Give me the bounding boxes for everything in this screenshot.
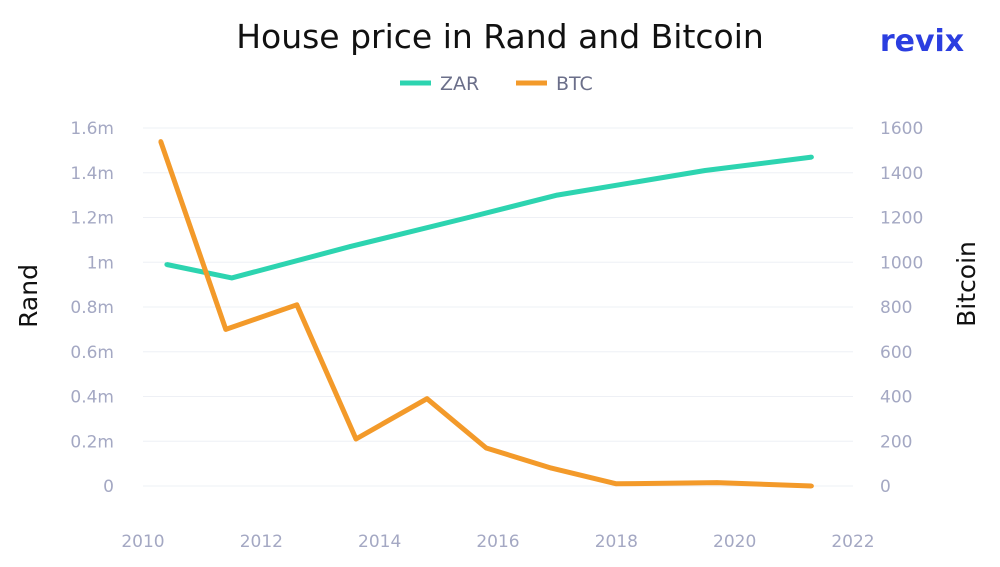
right-tick-label: 600 <box>880 343 912 363</box>
left-tick-label: 0.6m <box>70 343 114 363</box>
x-tick-label: 2020 <box>713 532 756 552</box>
x-tick-label: 2014 <box>358 532 401 552</box>
data-point-btc <box>353 436 359 442</box>
data-point-zar <box>809 154 814 160</box>
data-point-btc <box>294 302 300 308</box>
brand-logo: revix <box>880 24 964 59</box>
data-point-zar <box>554 192 560 198</box>
right-tick-label: 400 <box>880 388 912 408</box>
right-axis-title: Bitcoin <box>952 241 981 327</box>
chart-title: House price in Rand and Bitcoin <box>236 17 764 56</box>
left-tick-label: 1m <box>87 253 114 273</box>
right-axis-ticks: 0 200 400 600 800 1000 1200 1400 1600 <box>880 119 923 497</box>
right-tick-label: 0 <box>880 477 891 497</box>
data-point-zar <box>466 215 471 220</box>
data-point-btc <box>809 483 814 489</box>
legend-label-zar: ZAR <box>440 73 479 95</box>
x-tick-label: 2010 <box>121 532 164 552</box>
left-tick-label: 1.6m <box>70 119 114 139</box>
data-point-btc <box>548 465 554 471</box>
x-tick-label: 2018 <box>595 532 638 552</box>
right-tick-label: 800 <box>880 298 912 318</box>
right-tick-label: 1200 <box>880 209 923 229</box>
x-tick-label: 2022 <box>831 532 874 552</box>
left-tick-label: 1.4m <box>70 164 114 184</box>
data-point-zar <box>347 244 353 249</box>
data-point-zar <box>229 275 235 281</box>
grid-lines <box>143 127 853 487</box>
left-tick-label: 0.8m <box>70 298 114 318</box>
right-tick-label: 1600 <box>880 119 923 139</box>
left-axis-title: Rand <box>14 264 43 328</box>
data-point-btc <box>483 445 489 451</box>
x-tick-label: 2012 <box>240 532 283 552</box>
left-tick-label: 0.4m <box>70 388 114 408</box>
left-axis-ticks: 0 0.2m 0.4m 0.6m 0.8m 1m 1.2m 1.4m 1.6m <box>70 119 114 497</box>
x-axis-ticks: 2010 2012 2014 2016 2018 2020 2022 <box>121 532 874 552</box>
left-tick-label: 0.2m <box>70 432 114 452</box>
left-tick-label: 1.2m <box>70 209 114 229</box>
data-point-btc <box>714 480 720 485</box>
data-point-btc <box>223 327 229 332</box>
data-point-btc <box>158 139 164 144</box>
data-point-btc <box>424 396 430 402</box>
data-point-zar <box>702 168 708 173</box>
left-tick-label: 0 <box>103 477 114 497</box>
data-point-zar <box>164 262 169 267</box>
data-point-btc <box>614 481 619 487</box>
legend: ZAR BTC <box>400 73 593 95</box>
series-layer <box>158 139 814 489</box>
x-tick-label: 2016 <box>476 532 519 552</box>
right-tick-label: 1000 <box>880 253 923 273</box>
right-tick-label: 1400 <box>880 164 923 184</box>
series-line-btc <box>158 140 812 489</box>
legend-label-btc: BTC <box>556 73 593 95</box>
right-tick-label: 200 <box>880 432 912 452</box>
